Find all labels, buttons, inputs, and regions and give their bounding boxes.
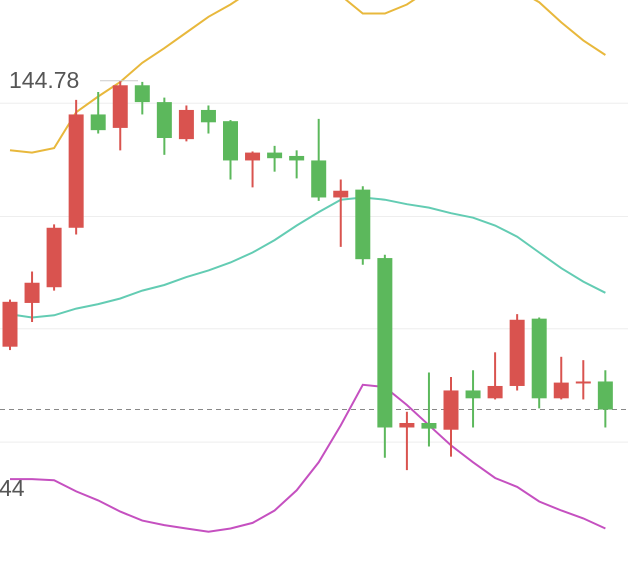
band-line [9, 0, 606, 154]
candle-body [597, 381, 613, 410]
candle-body [421, 422, 437, 429]
candle-body [333, 190, 349, 198]
candle-body [377, 258, 393, 428]
candle-body [487, 385, 503, 399]
band-line [10, 383, 606, 533]
candle-body [509, 319, 525, 386]
candle-body [200, 109, 216, 123]
candle-body [178, 109, 194, 140]
candle-body [465, 390, 481, 399]
candle-body [575, 381, 591, 384]
candle-body [267, 152, 283, 159]
candle-body [156, 102, 172, 139]
candle-body [90, 114, 106, 131]
plot-area: 144.78 44 [0, 0, 628, 533]
candle-body [68, 114, 84, 228]
candle-body [553, 382, 569, 399]
candle-body [399, 422, 415, 428]
edge-price-label: 44 [0, 475, 25, 501]
candle-body [112, 85, 128, 128]
candle-body [245, 152, 261, 161]
candle-body [24, 282, 40, 303]
candle-body [134, 85, 150, 103]
candle-body [223, 121, 238, 161]
high-marker-label: 144.78 [9, 67, 79, 93]
candle-body [531, 318, 547, 399]
candle-body [443, 390, 459, 430]
candle-body [289, 155, 305, 161]
candle-body [46, 227, 62, 288]
candle-body [311, 160, 327, 198]
candle-body [355, 189, 371, 260]
candle-body [2, 301, 18, 347]
band-line [9, 196, 606, 319]
